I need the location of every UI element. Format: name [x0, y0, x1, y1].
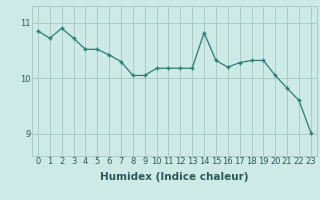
X-axis label: Humidex (Indice chaleur): Humidex (Indice chaleur): [100, 172, 249, 182]
